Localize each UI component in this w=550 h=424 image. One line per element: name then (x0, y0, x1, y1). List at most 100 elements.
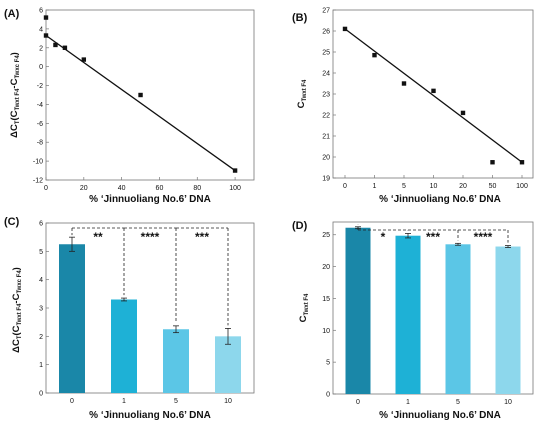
panel-b-fit-line (344, 28, 523, 163)
panel-c-x-tick-label: 10 (224, 398, 232, 405)
panel-c-y-axis: 0 1 2 3 4 5 6 (39, 221, 49, 398)
panel-c-bar (163, 329, 189, 393)
panel-a-y-tick-label: 4 (39, 26, 43, 33)
panel-a-data-point (62, 45, 68, 50)
panel-d-x-tick-label: 1 (406, 399, 410, 406)
panel-d-marks: * *** **** (345, 224, 521, 394)
panel-c-x-tick-label: 0 (70, 398, 74, 405)
panel-b-data-point (342, 26, 348, 32)
panel-c-x-axis: 0 1 5 10 (70, 398, 232, 405)
panel-b-y-tick-label: 26 (322, 29, 330, 36)
panel-c-x-tick-label: 5 (174, 398, 178, 405)
panel-a-data-point (53, 42, 58, 48)
panel-c-y-tick-label: 4 (39, 277, 43, 284)
panel-d-y-tick-label: 20 (322, 264, 330, 271)
panel-a-data-point (232, 168, 238, 173)
panel-c-significance-label: ** (93, 230, 103, 244)
panel-d-bar (495, 246, 521, 394)
panel-b-data-point (490, 160, 495, 165)
panel-b-x-tick-label: 1 (373, 183, 377, 190)
panel-a-y-tick-label: 2 (39, 45, 43, 52)
panel-d-x-tick-label: 0 (356, 399, 360, 406)
panel-d-y-tick-label: 15 (322, 296, 330, 303)
panel-a-y-tick-label: -8 (37, 140, 43, 147)
panel-a-x-tick-label: 60 (156, 185, 164, 192)
panel-d-x-axis-label: % ‘Jinnuoliang No.6’ DNA (379, 410, 501, 421)
panel-a-marks (43, 15, 238, 173)
panel-a-y-tick-label: -2 (37, 83, 43, 90)
panel-c-bar (111, 299, 137, 393)
panel-d-bar (345, 227, 371, 394)
panel-b-data-point (460, 110, 466, 116)
panel-c-x-axis-label: % ‘Jinnuoliang No.6’ DNA (89, 410, 211, 421)
panel-a-y-tick-label: 6 (39, 8, 43, 15)
panel-b-x-tick-label: 50 (489, 183, 497, 190)
panel-d-y-axis-label: CTwxt F4 (298, 293, 310, 322)
panel-d-x-tick-label: 10 (504, 399, 512, 406)
panel-c-significance-label: **** (141, 230, 160, 244)
panel-d-significance-label: * (381, 230, 386, 244)
panel-b-plot-frame (332, 9, 534, 179)
panel-c-y-tick-label: 2 (39, 334, 43, 341)
panel-b-label: (B) (292, 12, 308, 24)
panel-c-significance-label: *** (195, 230, 209, 244)
panel-c-y-tick-label: 3 (39, 306, 43, 313)
panel-a-x-tick-label: 20 (80, 185, 88, 192)
panel-c-y-tick-label: 1 (39, 362, 43, 369)
panel-b-x-tick-label: 0 (343, 183, 347, 190)
panel-a-y-axis: -12 -10 -8 -6 -4 -2 0 2 4 6 (33, 8, 49, 185)
panel-c-y-tick-label: 6 (39, 221, 43, 228)
panel-b-marks (342, 26, 525, 165)
panel-b-x-tick-label: 20 (459, 183, 467, 190)
panel-a-label: (A) (4, 8, 20, 20)
panel-b-y-tick-label: 27 (322, 8, 330, 15)
panel-a-y-tick-label: -4 (37, 102, 43, 109)
panel-b-y-tick-label: 24 (322, 71, 330, 78)
panel-b-data-point (372, 52, 377, 58)
panel-d-y-tick-label: 25 (322, 232, 330, 239)
panel-c-y-tick-label: 0 (39, 391, 43, 398)
panel-c-bar (59, 244, 85, 393)
panel-c-label: (C) (4, 216, 20, 228)
panel-a-y-axis-label: ΔCT(CTwxt F4-CTwxc F4) (9, 52, 21, 138)
panel-b-y-tick-label: 22 (322, 113, 330, 120)
panel-d-y-axis: 0 5 10 15 20 25 (322, 232, 336, 399)
panel-b-y-tick-label: 19 (322, 176, 330, 183)
panel-b-data-point (431, 88, 436, 94)
panel-d-significance-label: *** (426, 230, 440, 244)
panel-b-x-axis-label: % ‘Jinnuoliang No.6’ DNA (379, 194, 501, 205)
panel-b-y-axis: 19 20 21 22 23 24 25 26 27 (322, 8, 336, 183)
panel-b-x-axis: 0 1 5 10 20 50 100 (343, 175, 528, 190)
panel-c-x-tick-label: 1 (122, 398, 126, 405)
panel-c-marks: ** **** *** (59, 227, 241, 393)
panel-a-x-tick-label: 100 (229, 185, 241, 192)
panel-b-data-point (519, 160, 525, 165)
panel-a-plot-frame (45, 9, 255, 181)
panel-a-data-point (138, 92, 143, 98)
panel-d-y-tick-label: 10 (322, 328, 330, 335)
panel-d-x-tick-label: 5 (456, 399, 460, 406)
panel-a-y-tick-label: -10 (33, 159, 43, 166)
panel-b-x-tick-label: 10 (430, 183, 438, 190)
panel-b-y-tick-label: 25 (322, 50, 330, 57)
panel-c-y-tick-label: 5 (39, 249, 43, 256)
panel-a-x-tick-label: 0 (44, 185, 48, 192)
panel-d-y-tick-label: 5 (326, 360, 330, 367)
panel-a-y-tick-label: 0 (39, 64, 43, 71)
panel-a-data-point (81, 57, 87, 62)
panel-a: (A) -12 -10 -8 -6 -4 -2 0 2 4 6 0 20 40 60 80 100 ΔCT(… (4, 8, 255, 205)
panel-b-y-tick-label: 21 (322, 134, 330, 141)
panel-d-bar (395, 235, 421, 394)
panel-d-plot-frame (332, 221, 534, 395)
panel-a-y-tick-label: -6 (37, 121, 43, 128)
panel-a-x-axis-label: % ‘Jinnuoliang No.6’ DNA (89, 194, 211, 205)
panel-a-fit-line (45, 34, 236, 172)
panel-d-y-tick-label: 0 (326, 392, 330, 399)
panel-a-x-axis: 0 20 40 60 80 100 (44, 177, 241, 192)
panel-d-significance-label: **** (474, 230, 493, 244)
panel-a-x-tick-label: 80 (193, 185, 201, 192)
panel-b: (B) 19 20 21 22 23 24 25 26 27 0 1 5 10 20 50 100 CTwx… (292, 8, 534, 205)
panel-a-data-point (43, 15, 49, 20)
